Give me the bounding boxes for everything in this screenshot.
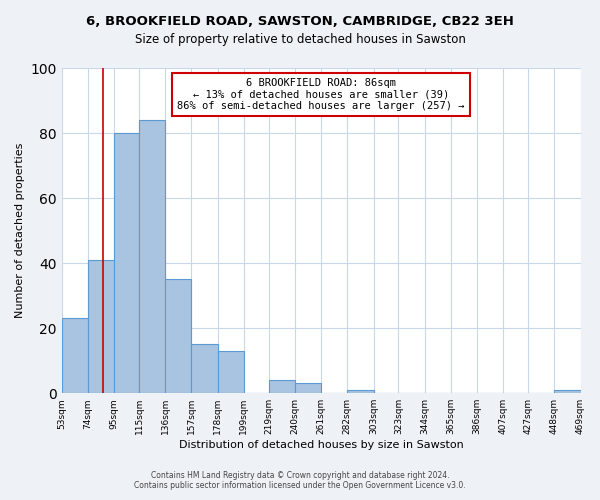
Bar [88, 260, 114, 393]
Bar [139, 120, 165, 393]
Text: 6, BROOKFIELD ROAD, SAWSTON, CAMBRIDGE, CB22 3EH: 6, BROOKFIELD ROAD, SAWSTON, CAMBRIDGE, … [86, 15, 514, 28]
Bar [62, 318, 88, 393]
Bar [218, 351, 244, 393]
Bar [295, 384, 321, 393]
Text: Size of property relative to detached houses in Sawston: Size of property relative to detached ho… [134, 32, 466, 46]
Text: 6 BROOKFIELD ROAD: 86sqm
← 13% of detached houses are smaller (39)
86% of semi-d: 6 BROOKFIELD ROAD: 86sqm ← 13% of detach… [178, 78, 465, 111]
Text: Contains HM Land Registry data © Crown copyright and database right 2024.
Contai: Contains HM Land Registry data © Crown c… [134, 470, 466, 490]
Bar [165, 280, 191, 393]
Y-axis label: Number of detached properties: Number of detached properties [15, 143, 25, 318]
Bar [191, 344, 218, 393]
X-axis label: Distribution of detached houses by size in Sawston: Distribution of detached houses by size … [179, 440, 464, 450]
Bar [269, 380, 295, 393]
Bar [347, 390, 374, 393]
Bar [554, 390, 581, 393]
Bar [114, 133, 139, 393]
